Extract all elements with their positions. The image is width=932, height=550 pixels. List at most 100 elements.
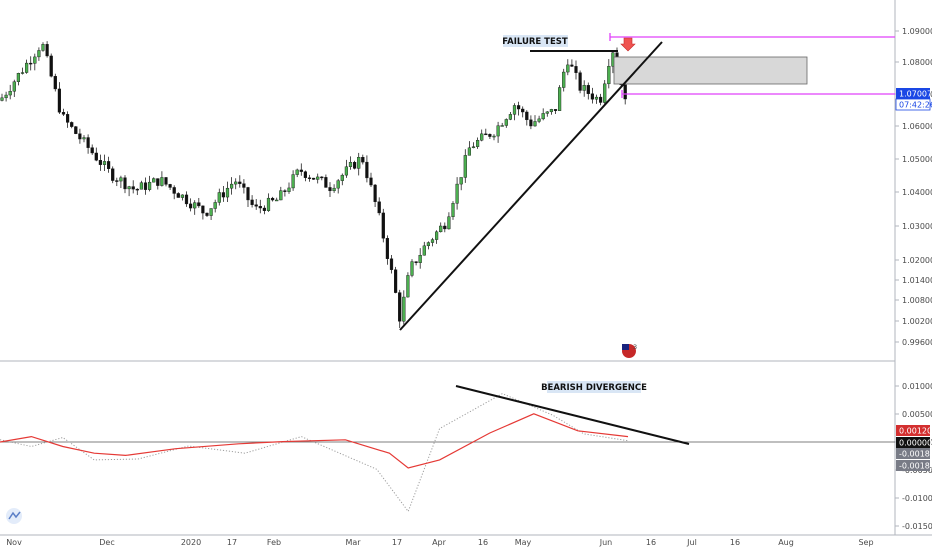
candle-down bbox=[176, 193, 180, 198]
price-tick-label: 1.04000 bbox=[902, 188, 932, 197]
candle-up bbox=[533, 121, 537, 127]
indicator-value: -0.00181 bbox=[899, 462, 932, 471]
candle-down bbox=[115, 180, 119, 182]
candle-up bbox=[455, 183, 459, 204]
candle-up bbox=[541, 113, 545, 120]
candle-down bbox=[365, 161, 369, 179]
candle-up bbox=[287, 187, 291, 192]
candle-up bbox=[558, 87, 562, 111]
indicator-tick-label: -0.01500 bbox=[902, 522, 932, 531]
candle-up bbox=[422, 245, 426, 256]
candle-down bbox=[258, 206, 262, 209]
candle-up bbox=[139, 182, 143, 190]
candle-down bbox=[312, 177, 316, 180]
candle-down bbox=[488, 134, 492, 137]
time-label: Dec bbox=[99, 538, 114, 547]
candle-up bbox=[119, 177, 123, 182]
candle-down bbox=[123, 177, 127, 190]
candle-down bbox=[361, 157, 365, 163]
time-label: 16 bbox=[730, 538, 740, 547]
countdown-value: 07:42:26 bbox=[899, 101, 932, 110]
candle-up bbox=[607, 65, 611, 85]
tradingview-logo-icon[interactable] bbox=[6, 508, 22, 524]
candle-up bbox=[508, 114, 512, 120]
candle-up bbox=[213, 202, 217, 209]
time-label: Nov bbox=[6, 538, 22, 547]
candle-down bbox=[238, 181, 242, 184]
price-tick-label: 1.03000 bbox=[902, 222, 932, 231]
candle-up bbox=[549, 109, 553, 113]
signal-line bbox=[0, 413, 629, 469]
candle-down bbox=[111, 168, 115, 181]
indicator-tick-label: 0.01000 bbox=[902, 382, 932, 391]
candle-down bbox=[70, 122, 74, 127]
candle-down bbox=[299, 169, 303, 172]
candle-up bbox=[430, 239, 435, 243]
candle-up bbox=[451, 203, 455, 217]
candle-up bbox=[467, 147, 471, 156]
candle-up bbox=[435, 231, 439, 240]
candle-up bbox=[20, 72, 25, 74]
candle-down bbox=[553, 109, 558, 111]
last-price-value: 1.07007 bbox=[899, 90, 932, 99]
candle-up bbox=[160, 177, 164, 186]
candle-up bbox=[471, 146, 476, 149]
price-tick-label: 1.00200 bbox=[902, 317, 932, 326]
time-label: 17 bbox=[227, 538, 237, 547]
candle-down bbox=[57, 88, 61, 113]
candle-up bbox=[459, 177, 463, 185]
candle-up bbox=[344, 166, 348, 176]
candle-up bbox=[439, 225, 443, 233]
failure-test-label-bg bbox=[503, 35, 568, 47]
candle-up bbox=[582, 85, 586, 91]
candle-down bbox=[49, 55, 53, 77]
candle-up bbox=[603, 83, 607, 103]
indicator-tick-label: 0.00500 bbox=[902, 410, 932, 419]
candle-down bbox=[385, 238, 389, 259]
price-tick-label: 1.05000 bbox=[902, 155, 932, 164]
candle-down bbox=[197, 202, 201, 207]
indicator-value-tag bbox=[896, 460, 930, 471]
candle-up bbox=[25, 62, 29, 73]
candle-up bbox=[463, 155, 467, 178]
price-tick-label: 1.02000 bbox=[902, 256, 932, 265]
candle-up bbox=[410, 261, 414, 276]
candle-down bbox=[164, 177, 168, 185]
candle-up bbox=[406, 275, 410, 298]
candle-down bbox=[131, 186, 135, 190]
candle-up bbox=[336, 180, 340, 189]
price-tick-label: 1.08000 bbox=[902, 58, 932, 67]
candle-down bbox=[135, 188, 139, 191]
candle-down bbox=[172, 187, 176, 194]
indicator-tags: 0.00120 0.00000 -0.00181 -0.00181 bbox=[896, 425, 932, 471]
time-label: Feb bbox=[267, 538, 281, 547]
time-label: 17 bbox=[392, 538, 402, 547]
price-tick-label: 1.06000 bbox=[902, 122, 932, 131]
supply-zone-box bbox=[613, 56, 808, 85]
candle-down bbox=[377, 201, 381, 214]
indicator-tick-label: -0.01000 bbox=[902, 494, 932, 503]
candle-down bbox=[143, 182, 148, 190]
candle-down bbox=[353, 162, 357, 169]
candle-up bbox=[348, 162, 353, 167]
candle-down bbox=[90, 147, 94, 154]
indicator-value-tag bbox=[896, 437, 930, 448]
candle-down bbox=[86, 137, 90, 148]
candle-down bbox=[45, 44, 49, 57]
candle-up bbox=[545, 111, 549, 114]
indicator-value-tag bbox=[896, 425, 930, 436]
candle-down bbox=[381, 212, 385, 239]
candle-down bbox=[398, 292, 402, 322]
candle-down bbox=[156, 178, 160, 186]
candle-down bbox=[599, 96, 603, 103]
divergence-label-bg bbox=[547, 381, 641, 393]
candle-up bbox=[357, 157, 361, 169]
oscillator-line bbox=[0, 393, 629, 513]
candle-down bbox=[221, 192, 225, 198]
candle-down bbox=[307, 177, 312, 179]
candle-down bbox=[246, 187, 250, 201]
candle-down bbox=[184, 194, 189, 205]
time-label: 16 bbox=[478, 538, 488, 547]
svg-text:3: 3 bbox=[633, 343, 637, 351]
indicator-value-tag bbox=[896, 448, 930, 459]
